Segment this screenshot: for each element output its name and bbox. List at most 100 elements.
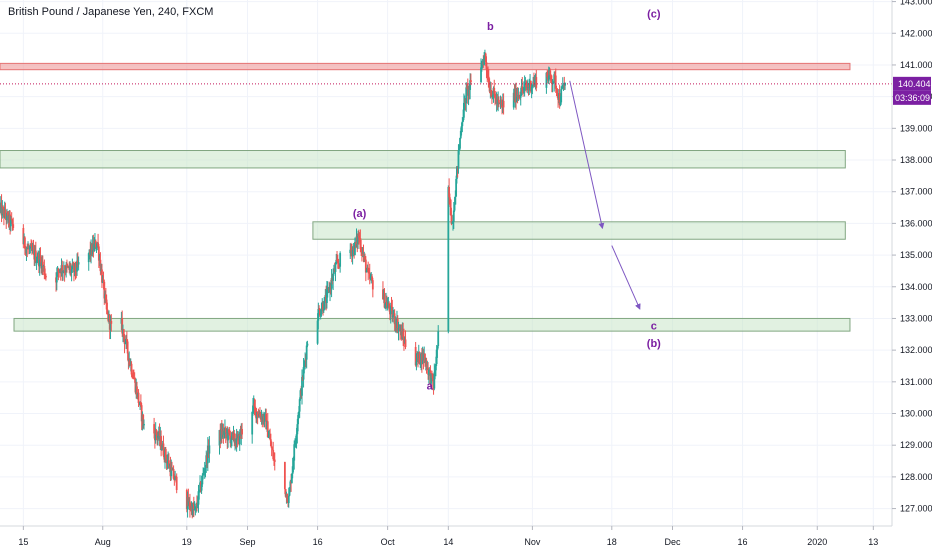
- candle-body: [323, 297, 326, 310]
- candle-body: [231, 432, 234, 434]
- candle-body: [45, 275, 47, 278]
- candle-body: [521, 86, 524, 91]
- candle-body: [271, 448, 274, 450]
- candle-body: [208, 445, 211, 454]
- candle-body: [316, 320, 319, 344]
- candle-body: [129, 359, 131, 366]
- candle-body: [404, 339, 407, 347]
- candle-body: [493, 87, 496, 94]
- candle-body: [361, 250, 363, 255]
- candle-body: [354, 242, 356, 256]
- candle-body: [10, 218, 13, 220]
- candle-body: [305, 345, 308, 360]
- time-tick-label: 15: [18, 537, 28, 547]
- candle-body: [139, 402, 142, 406]
- candle-body: [235, 435, 238, 447]
- candle-body: [337, 263, 340, 265]
- candle-body: [298, 399, 301, 412]
- candle-body: [458, 148, 461, 151]
- candle-body: [564, 82, 566, 86]
- wave-label: (a): [353, 208, 367, 220]
- candle-body: [30, 245, 33, 247]
- candle-body: [402, 331, 405, 338]
- candle-body: [558, 93, 561, 106]
- price-tick-label: 128.000: [900, 472, 932, 482]
- candle-body: [286, 493, 289, 503]
- projection-arrow[interactable]: [569, 80, 605, 230]
- candle-body: [563, 85, 566, 87]
- candle-body: [371, 280, 374, 290]
- candle-body: [523, 84, 526, 88]
- price-tick-label: 136.000: [900, 218, 932, 228]
- candle-body: [487, 75, 489, 77]
- time-axis[interactable]: 15 Aug 19 Sep 16 Oct 14 Nov 18 Dec 16 2020 13: [18, 526, 878, 547]
- price-tag-bg: [893, 76, 931, 91]
- candle-body: [425, 360, 428, 369]
- candle-body: [202, 472, 205, 476]
- candle-body: [24, 237, 26, 249]
- candle-body: [358, 237, 361, 239]
- candle-body: [522, 87, 525, 91]
- candle-body: [287, 495, 290, 504]
- candle-body: [447, 186, 450, 332]
- candle-body: [253, 403, 256, 407]
- candle-body: [4, 209, 7, 217]
- candle-body: [44, 275, 47, 276]
- candle-body: [223, 431, 226, 435]
- candle-body: [166, 461, 169, 464]
- candle-body: [142, 414, 145, 426]
- candle-body: [110, 320, 113, 324]
- candle-body: [498, 99, 500, 103]
- candle-body: [486, 69, 489, 76]
- candle-body: [415, 361, 418, 366]
- candle-body: [75, 271, 78, 272]
- candle-body: [435, 349, 438, 364]
- candle-body: [386, 305, 389, 308]
- candle-body: [545, 72, 548, 88]
- candle-body: [317, 308, 320, 321]
- price-axis[interactable]: 127.000 128.000 129.000 130.000 131.000 132.0…: [892, 0, 932, 514]
- candle-body: [519, 94, 522, 98]
- candle-body: [369, 277, 372, 279]
- candle-body: [34, 250, 37, 263]
- candle-body: [41, 261, 44, 267]
- candle-body: [256, 412, 259, 417]
- candle-body: [175, 476, 178, 490]
- candle-body: [560, 89, 563, 103]
- zone-138[interactable]: [0, 150, 846, 169]
- zone-136[interactable]: [312, 221, 846, 240]
- candle-body: [97, 246, 100, 261]
- candle-body: [252, 405, 254, 412]
- grid: [0, 0, 892, 526]
- candle-body: [2, 207, 5, 209]
- time-tick-label: Nov: [524, 537, 541, 547]
- candle-body: [43, 265, 46, 276]
- resistance-zone[interactable]: [0, 62, 851, 71]
- time-tick-label: 13: [868, 537, 878, 547]
- zone-133[interactable]: [13, 317, 851, 332]
- candle-body: [392, 315, 394, 318]
- candle-body: [554, 74, 556, 76]
- candle-body: [522, 90, 524, 91]
- countdown-value: 03:36:09: [895, 93, 930, 103]
- candle-body: [228, 432, 231, 436]
- candle-body: [326, 288, 329, 291]
- zones: [0, 62, 851, 332]
- candle-body: [359, 238, 362, 249]
- candle-body: [448, 186, 451, 198]
- candle-body: [365, 270, 368, 273]
- candle-body: [11, 219, 14, 225]
- candle-body: [336, 259, 338, 261]
- candle-body: [303, 362, 306, 368]
- candle-body: [297, 411, 300, 416]
- candle-body: [62, 271, 64, 273]
- candle-body: [431, 374, 434, 382]
- candle-body: [121, 318, 124, 334]
- price-tick-label: 129.000: [900, 440, 932, 450]
- candle-body: [227, 429, 230, 433]
- candle-body: [550, 79, 553, 84]
- candle-body: [263, 413, 266, 422]
- projection-arrow[interactable]: [611, 245, 641, 310]
